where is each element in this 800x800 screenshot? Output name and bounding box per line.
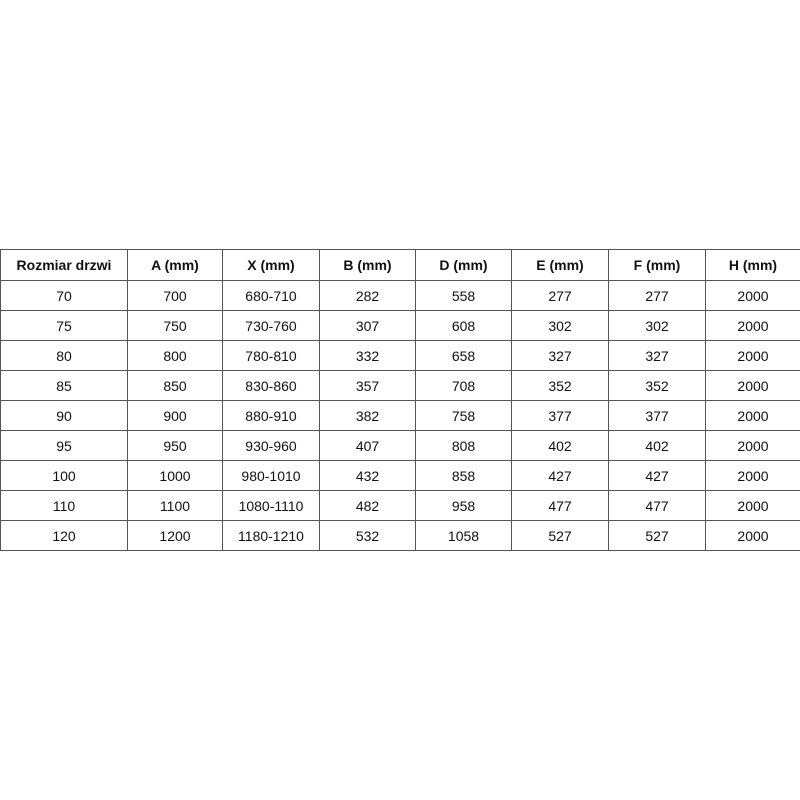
table-cell: 120 [0, 520, 128, 551]
table-cell: 2000 [705, 370, 800, 401]
table-cell: 1180-1210 [222, 520, 320, 551]
table-cell: 100 [0, 460, 128, 491]
table-cell: 352 [511, 370, 609, 401]
table-cell: 277 [511, 280, 609, 311]
table-cell: 482 [319, 490, 416, 521]
table-cell: 327 [511, 340, 609, 371]
table-cell: 858 [415, 460, 512, 491]
table-cell: 850 [127, 370, 223, 401]
table-cell: 332 [319, 340, 416, 371]
table-cell: 780-810 [222, 340, 320, 371]
header-cell: E (mm) [511, 249, 609, 281]
table-cell: 527 [511, 520, 609, 551]
table-cell: 477 [511, 490, 609, 521]
table-cell: 680-710 [222, 280, 320, 311]
table-cell: 750 [127, 310, 223, 341]
table-cell: 930-960 [222, 430, 320, 461]
table-cell: 958 [415, 490, 512, 521]
table-cell: 1100 [127, 490, 223, 521]
table-cell: 302 [511, 310, 609, 341]
table-cell: 808 [415, 430, 512, 461]
table-cell: 80 [0, 340, 128, 371]
table-cell: 527 [608, 520, 706, 551]
table-cell: 532 [319, 520, 416, 551]
table-cell: 90 [0, 400, 128, 431]
table-cell: 95 [0, 430, 128, 461]
table-cell: 327 [608, 340, 706, 371]
table-cell: 1200 [127, 520, 223, 551]
header-cell: A (mm) [127, 249, 223, 281]
header-cell: B (mm) [319, 249, 416, 281]
table-cell: 700 [127, 280, 223, 311]
dimension-table: Rozmiar drzwi A (mm) X (mm) B (mm) D (mm) E (… [0, 249, 800, 551]
table-body: 70 700 680-710 282 558 277 277 2000 75 750 730-760… [0, 280, 800, 551]
header-row: Rozmiar drzwi A (mm) X (mm) B (mm) D (mm) E (… [0, 249, 800, 281]
table-cell: 85 [0, 370, 128, 401]
header-cell: D (mm) [415, 249, 512, 281]
table-cell: 75 [0, 310, 128, 341]
table-cell: 302 [608, 310, 706, 341]
table-cell: 900 [127, 400, 223, 431]
table-row: 75 750 730-760 307 608 302 302 2000 [0, 310, 800, 341]
table-cell: 1058 [415, 520, 512, 551]
table-row: 80 800 780-810 332 658 327 327 2000 [0, 340, 800, 371]
table-cell: 2000 [705, 280, 800, 311]
table-cell: 2000 [705, 430, 800, 461]
table-cell: 2000 [705, 520, 800, 551]
table-cell: 730-760 [222, 310, 320, 341]
table-row: 90 900 880-910 382 758 377 377 2000 [0, 400, 800, 431]
table-cell: 402 [511, 430, 609, 461]
table-cell: 382 [319, 400, 416, 431]
table-cell: 352 [608, 370, 706, 401]
header-cell: Rozmiar drzwi [0, 249, 128, 281]
table-cell: 950 [127, 430, 223, 461]
table-row: 95 950 930-960 407 808 402 402 2000 [0, 430, 800, 461]
table-cell: 110 [0, 490, 128, 521]
table-cell: 608 [415, 310, 512, 341]
table-cell: 70 [0, 280, 128, 311]
header-cell: X (mm) [222, 249, 320, 281]
table-cell: 830-860 [222, 370, 320, 401]
table-row: 120 1200 1180-1210 532 1058 527 527 2000 [0, 520, 800, 551]
table-cell: 558 [415, 280, 512, 311]
table-cell: 758 [415, 400, 512, 431]
table-cell: 980-1010 [222, 460, 320, 491]
table-cell: 427 [511, 460, 609, 491]
table-cell: 708 [415, 370, 512, 401]
table-row: 70 700 680-710 282 558 277 277 2000 [0, 280, 800, 311]
table-row: 100 1000 980-1010 432 858 427 427 2000 [0, 460, 800, 491]
table-cell: 2000 [705, 310, 800, 341]
table-cell: 1080-1110 [222, 490, 320, 521]
header-cell: F (mm) [608, 249, 706, 281]
table-cell: 282 [319, 280, 416, 311]
table-cell: 427 [608, 460, 706, 491]
table-cell: 2000 [705, 400, 800, 431]
table-row: 85 850 830-860 357 708 352 352 2000 [0, 370, 800, 401]
table-cell: 1000 [127, 460, 223, 491]
table-cell: 658 [415, 340, 512, 371]
table-cell: 477 [608, 490, 706, 521]
table-cell: 277 [608, 280, 706, 311]
table-cell: 880-910 [222, 400, 320, 431]
table-cell: 307 [319, 310, 416, 341]
table-cell: 2000 [705, 460, 800, 491]
table-cell: 377 [511, 400, 609, 431]
table-cell: 432 [319, 460, 416, 491]
table-cell: 2000 [705, 340, 800, 371]
table-cell: 357 [319, 370, 416, 401]
table-cell: 377 [608, 400, 706, 431]
table-cell: 407 [319, 430, 416, 461]
table-cell: 402 [608, 430, 706, 461]
header-cell: H (mm) [705, 249, 800, 281]
table-cell: 800 [127, 340, 223, 371]
table-row: 110 1100 1080-1110 482 958 477 477 2000 [0, 490, 800, 521]
table-cell: 2000 [705, 490, 800, 521]
